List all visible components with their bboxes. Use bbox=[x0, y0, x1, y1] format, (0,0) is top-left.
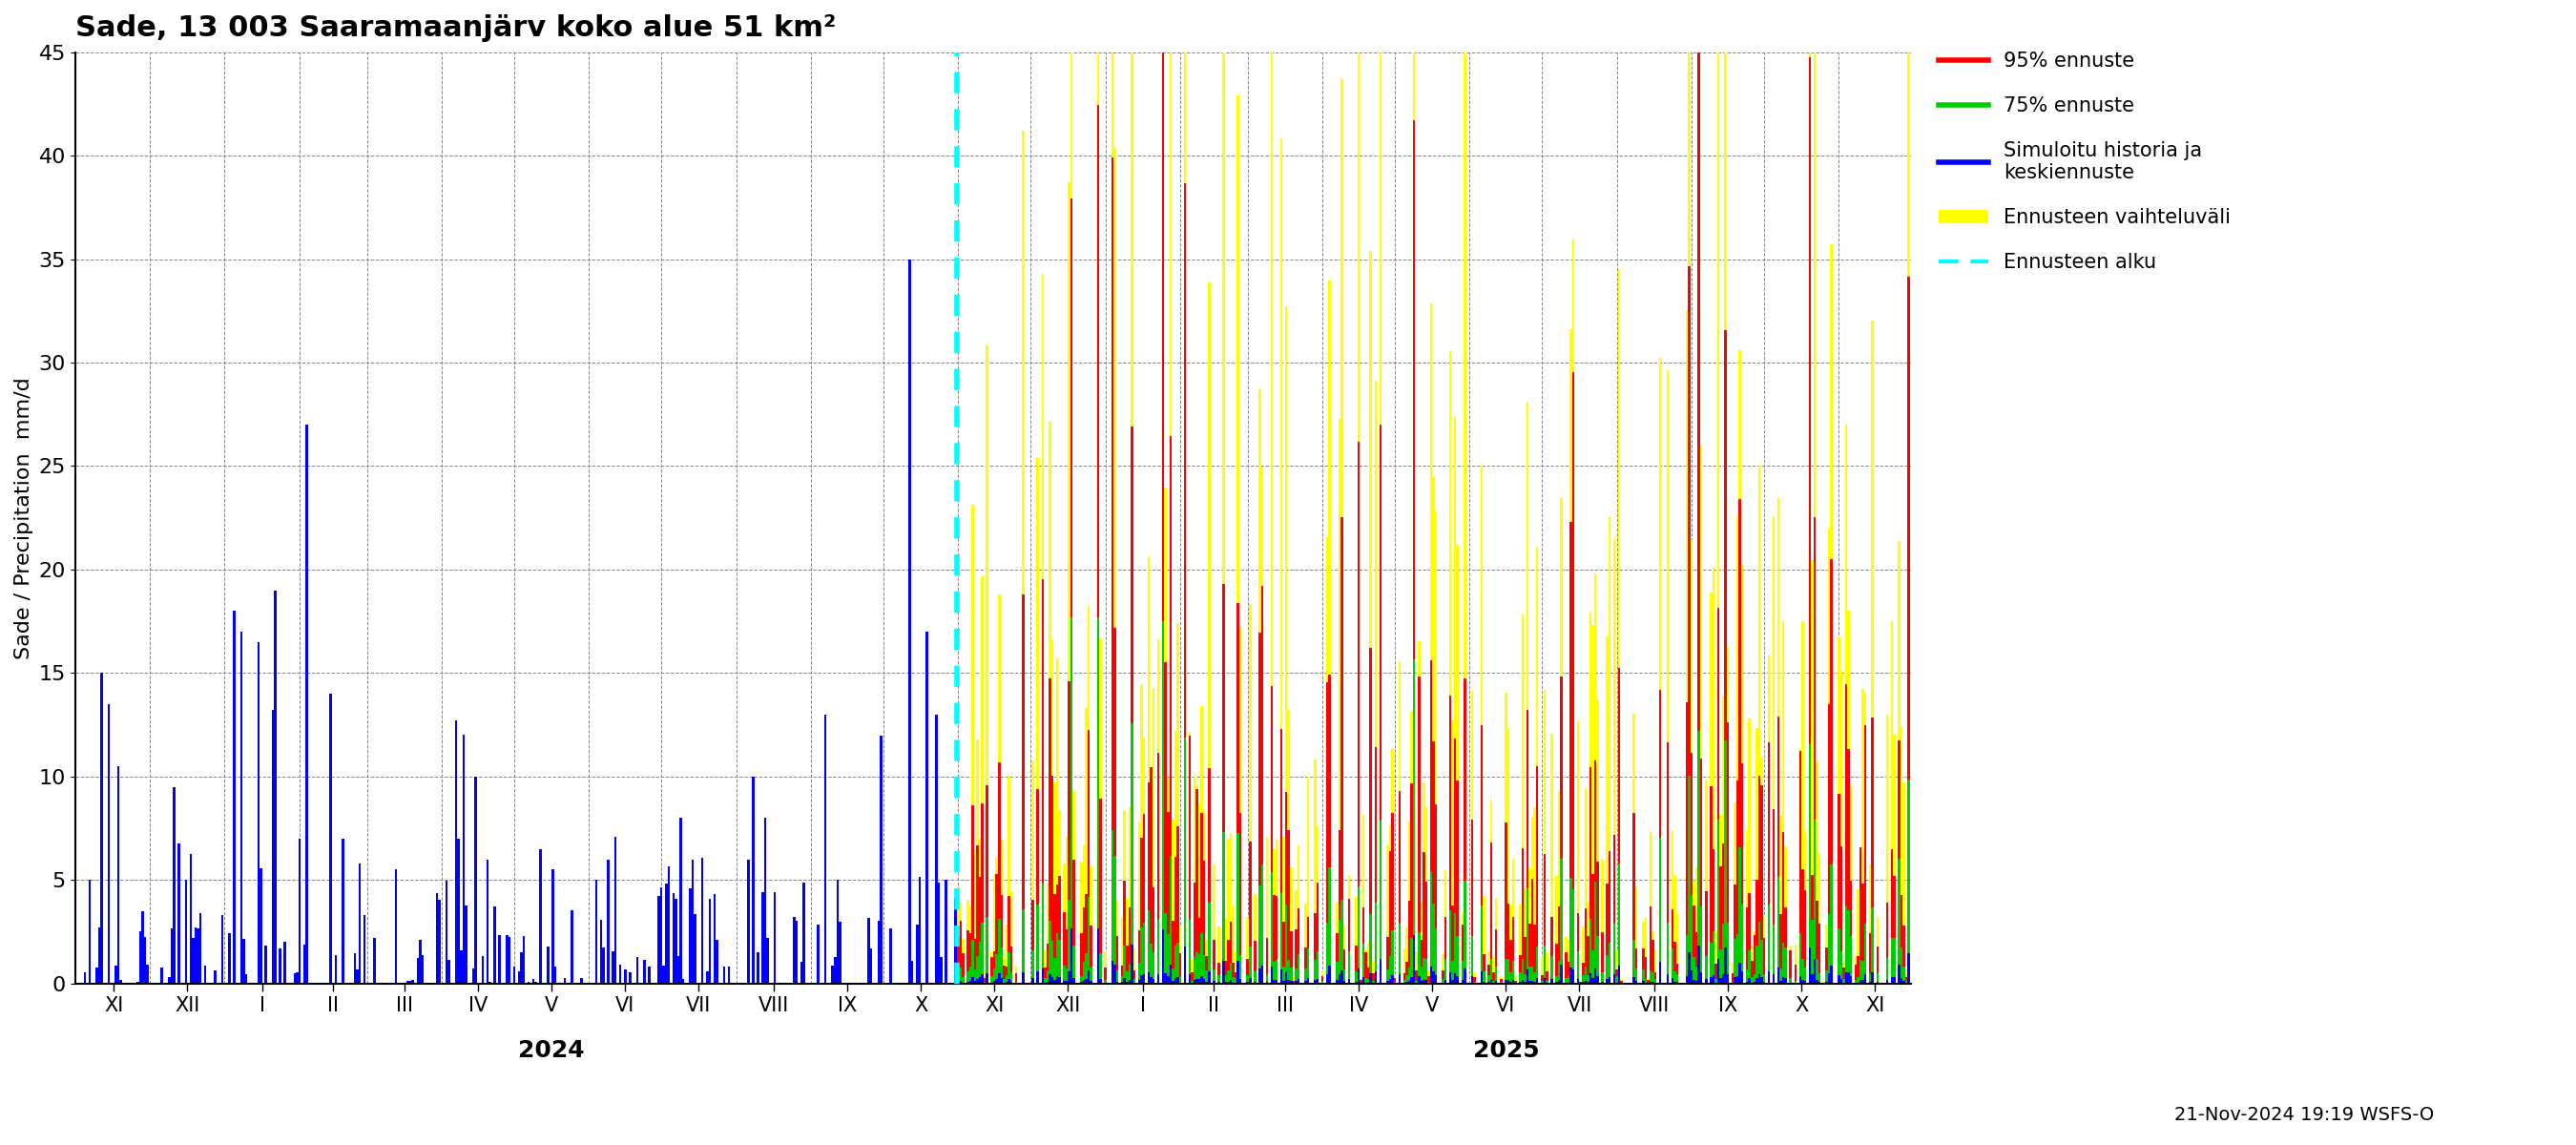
Text: 21-Nov-2024 19:19 WSFS-O: 21-Nov-2024 19:19 WSFS-O bbox=[2174, 1106, 2434, 1124]
Text: Sade, 13 003 Saaramaanjärv koko alue 51 km²: Sade, 13 003 Saaramaanjärv koko alue 51 … bbox=[75, 14, 835, 42]
Text: 2024: 2024 bbox=[518, 1040, 585, 1063]
Y-axis label: Sade / Precipitation  mm/d: Sade / Precipitation mm/d bbox=[15, 377, 33, 658]
Legend: 95% ennuste, 75% ennuste, Simuloitu historia ja
keskiennuste, Ennusteen vaihtelu: 95% ennuste, 75% ennuste, Simuloitu hist… bbox=[1929, 44, 2239, 281]
Text: 2025: 2025 bbox=[1473, 1040, 1538, 1063]
